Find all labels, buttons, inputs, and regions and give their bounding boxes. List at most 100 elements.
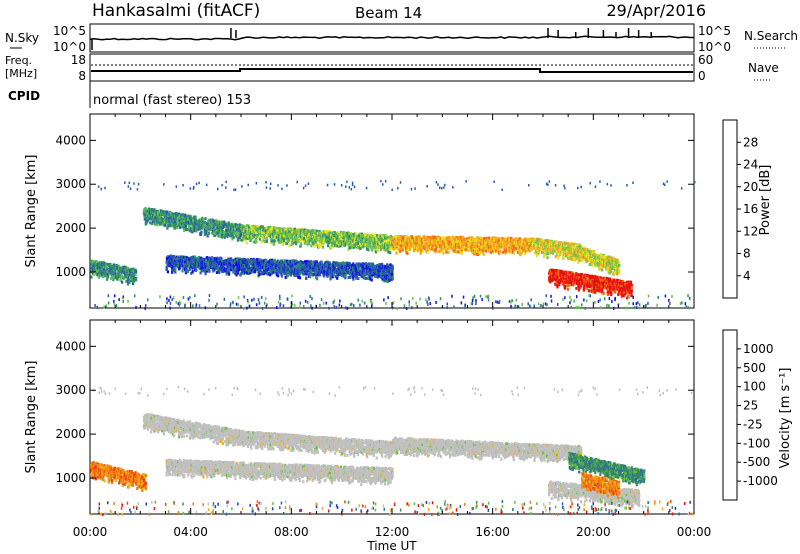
data-cell — [524, 252, 526, 255]
data-cell — [543, 255, 545, 258]
station-title: Hankasalmi (fitACF) — [92, 1, 260, 21]
data-cell — [509, 250, 511, 253]
nsearch-tick-top: 10^5 — [698, 24, 731, 38]
data-cell — [422, 250, 424, 253]
data-cell — [159, 223, 161, 226]
data-cell — [273, 243, 275, 246]
nsky-tick-bottom: 10^0 — [53, 40, 86, 54]
data-cell — [371, 249, 373, 252]
data-cell — [485, 250, 487, 253]
nsearch-series — [231, 28, 651, 38]
data-cell — [547, 252, 549, 255]
data-cell — [512, 250, 514, 253]
data-cell — [288, 244, 290, 247]
nsky-panel: N.Sky 10^5 10^0 10^5 10^0 N.Search — [5, 24, 798, 54]
data-cell — [367, 248, 369, 251]
data-cell — [502, 251, 504, 254]
data-cell — [274, 240, 276, 243]
freq-tick-top: 18 — [71, 53, 86, 67]
data-cell — [205, 272, 207, 275]
data-cell — [439, 250, 441, 253]
nave-tick-top: 60 — [698, 53, 713, 67]
data-cell — [259, 238, 261, 241]
data-cell — [221, 259, 223, 262]
freq-frame — [90, 54, 694, 81]
data-cell — [221, 236, 223, 239]
data-cell — [269, 273, 271, 276]
data-cell — [266, 240, 268, 243]
power-data — [90, 180, 696, 310]
data-cell — [395, 252, 397, 255]
data-cell — [513, 252, 515, 255]
data-cell — [194, 216, 196, 219]
data-cell — [318, 245, 320, 248]
data-cell — [447, 251, 449, 254]
nsky-tick-top: 10^5 — [53, 24, 86, 38]
data-cell — [546, 256, 548, 259]
data-cell — [192, 270, 194, 273]
nsky-label: N.Sky — [5, 31, 39, 45]
data-cell — [261, 241, 263, 244]
data-cell — [281, 275, 283, 278]
data-cell — [389, 251, 391, 254]
data-cell — [216, 271, 218, 274]
data-cell — [259, 273, 261, 276]
data-cell — [304, 242, 306, 245]
data-cell — [255, 240, 257, 243]
data-cell — [399, 250, 401, 253]
data-cell — [164, 223, 166, 226]
beam-title: Beam 14 — [355, 4, 422, 22]
data-cell — [179, 226, 181, 229]
data-cell — [300, 243, 302, 246]
nave-tick-bottom: 0 — [698, 69, 706, 83]
freq-series — [91, 69, 693, 72]
data-cell — [313, 245, 315, 248]
data-cell — [233, 236, 235, 239]
data-cell — [218, 271, 220, 274]
data-cell — [237, 271, 239, 274]
data-cell — [190, 217, 192, 220]
date-title: 29/Apr/2016 — [606, 1, 706, 20]
data-cell — [246, 241, 248, 244]
data-cell — [176, 220, 178, 223]
nsearch-label: N.Search — [744, 29, 798, 43]
data-cell — [461, 252, 463, 255]
data-cell — [325, 231, 327, 234]
freq-panel: Freq. [MHz] 18 8 60 0 Nave — [5, 53, 779, 83]
data-cell — [322, 246, 324, 249]
data-cell — [349, 246, 351, 249]
data-cell — [426, 251, 428, 254]
data-cell — [202, 218, 204, 221]
data-cell — [483, 253, 485, 256]
freq-tick-bottom: 8 — [78, 69, 86, 83]
data-cell — [406, 252, 408, 255]
data-cell — [198, 223, 200, 226]
data-cell — [195, 268, 197, 271]
cpid-panel: CPID normal (fast stereo) 153 — [8, 81, 251, 108]
data-cell — [185, 225, 187, 228]
data-cell — [201, 269, 203, 272]
data-cell — [359, 247, 361, 250]
nave-label: Nave — [748, 61, 779, 75]
data-cell — [200, 231, 202, 234]
data-cell — [207, 235, 209, 238]
data-cell — [377, 248, 379, 251]
data-cell — [167, 270, 169, 273]
data-cell — [228, 273, 230, 276]
data-cell — [208, 270, 210, 273]
data-cell — [390, 247, 392, 250]
data-cell — [327, 244, 329, 247]
data-cell — [557, 257, 559, 260]
data-cell — [237, 233, 239, 236]
data-cell — [308, 242, 310, 245]
data-cell — [562, 256, 564, 259]
data-cell — [266, 237, 268, 240]
freq-label: Freq. — [5, 54, 32, 67]
data-cell — [205, 217, 207, 220]
data-cell — [488, 237, 490, 240]
data-cell — [277, 274, 279, 277]
data-cell — [186, 228, 188, 231]
nsearch-tick-bottom: 10^0 — [698, 40, 731, 54]
data-cell — [550, 251, 552, 254]
